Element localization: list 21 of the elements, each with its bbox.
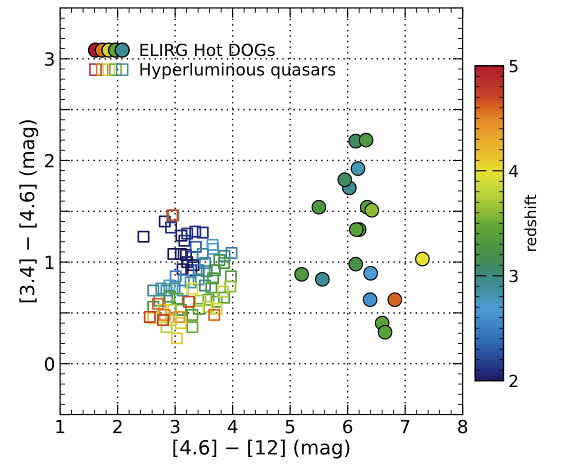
color-bar-label: 5: [510, 60, 518, 72]
color-bar-label: 4: [509, 164, 518, 178]
y-tick-label: 0: [44, 357, 54, 371]
x-tick-label: 5: [286, 420, 294, 434]
color-bar-label: 3: [510, 270, 518, 282]
y-tick-label: 1: [46, 256, 54, 269]
legend-label: Hyperluminous quasars: [140, 62, 336, 79]
x-tick-label: 3: [170, 420, 180, 434]
y-axis-title: [3.4] − [4.6] (mag): [19, 120, 38, 302]
color-bar-label: 2: [510, 374, 518, 388]
x-axis-title: [4.6] − [12] (mag): [173, 440, 350, 458]
legend-label: ELIRG Hot DOGs: [140, 44, 275, 56]
color-bar-title: redshift: [524, 194, 536, 251]
y-tick-label: 3: [45, 52, 54, 66]
y-tick-label: 2: [45, 154, 54, 168]
x-tick-label: 4: [228, 420, 238, 434]
x-tick-label: 8: [458, 420, 468, 434]
x-tick-label: 6: [343, 420, 352, 434]
x-tick-label: 1: [56, 420, 64, 434]
x-tick-label: 7: [400, 420, 410, 434]
x-tick-label: 2: [113, 420, 122, 434]
